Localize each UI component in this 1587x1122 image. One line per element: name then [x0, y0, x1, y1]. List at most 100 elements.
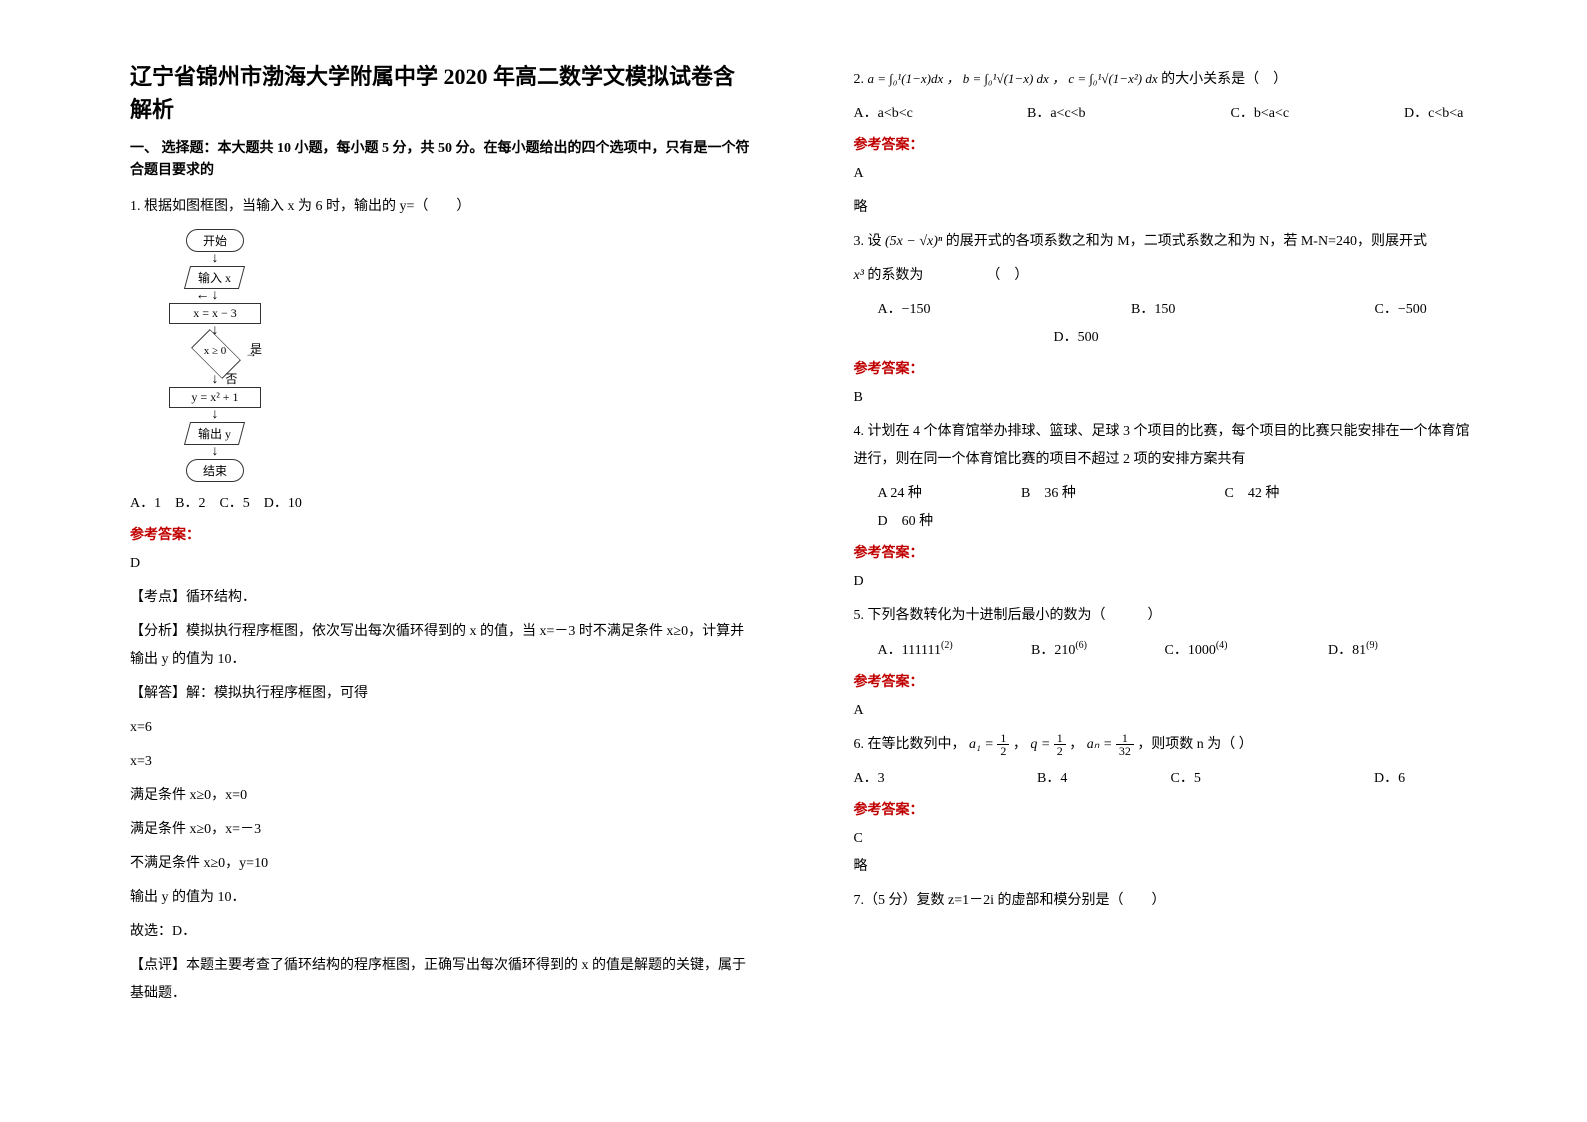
q5-choices: A．111111(2) B．210(6) C．1000(4) D．81(9): [854, 636, 1478, 665]
q3-tail: 的系数为 （ ）: [867, 268, 1028, 283]
q4-choices: A 24 种 B 36 种 C 42 种 D 60 种: [854, 480, 1478, 536]
fc-start: 开始: [186, 229, 244, 252]
q2-formula: a = ∫₀¹(1−x)dx ， b = ∫₀¹√(1−x) dx ， c = …: [868, 71, 1158, 86]
choice-c-text: C．1000: [1165, 637, 1216, 665]
answer-label: 参考答案：: [854, 799, 1478, 819]
choice-a: A 24 种: [878, 480, 1018, 508]
q2-tail: 的大小关系是（ ）: [1161, 72, 1287, 87]
frac-d: 32: [1116, 745, 1134, 757]
arrow-icon: ↓: [150, 408, 280, 422]
q3-stem: 3. 设 (5x − √x)ⁿ 的展开式的各项系数之和为 M，二项式系数之和为 …: [854, 228, 1478, 256]
q3-stem2: x³ 的系数为 （ ）: [854, 262, 1478, 290]
sup-b: (6): [1075, 640, 1087, 651]
q1-point: 【考点】循环结构．: [130, 584, 754, 612]
q5-answer: A: [854, 697, 1478, 725]
arrow-icon: ↓否: [150, 373, 280, 387]
answer-label: 参考答案：: [854, 671, 1478, 691]
choice-d: D 60 种: [878, 508, 934, 536]
fc-input-label: 输入 x: [198, 269, 231, 286]
q1-stem: 1. 根据如图框图，当输入 x 为 6 时，输出的 y=（ ）: [130, 193, 754, 221]
sup-a: (2): [941, 640, 953, 651]
q6-answer: C: [854, 825, 1478, 853]
q6-tail: ，则项数 n 为（ ）: [1137, 737, 1253, 752]
answer-label: 参考答案：: [130, 524, 754, 544]
choice-d: D．6: [1374, 765, 1405, 793]
fc-step1: x = x − 3: [169, 303, 261, 324]
fc-cond-label: x ≥ 0: [185, 345, 245, 357]
choice-a: A．111111(2): [878, 636, 1028, 665]
q1-analysis: 【分析】模拟执行程序框图，依次写出每次循环得到的 x 的值，当 x=－3 时不满…: [130, 618, 754, 674]
choice-d: D．500: [1054, 324, 1099, 352]
page: 辽宁省锦州市渤海大学附属中学 2020 年高二数学文模拟试卷含解析 一、 选择题…: [0, 0, 1587, 1122]
answer-label: 参考答案：: [854, 358, 1478, 378]
answer-label: 参考答案：: [854, 542, 1478, 562]
q6-f3: aₙ = 132: [1087, 737, 1138, 752]
choice-d-text: D．81: [1328, 637, 1366, 665]
fc-cond: x ≥ 0: [185, 338, 245, 368]
choice-b: B．a<c<b: [1027, 100, 1227, 128]
f1-label: a₁ =: [969, 737, 994, 752]
q3-mid: 的展开式的各项系数之和为 M，二项式系数之和为 N，若 M-N=240，则展开式: [946, 234, 1427, 249]
q3-choices-2: D．500: [854, 324, 1478, 352]
q1-flowchart: 开始 ↓ 输入 x ↓← x = x − 3 ↓ x ≥ 0 是 → ↓否 y …: [150, 229, 280, 482]
sup-c: (4): [1216, 640, 1228, 651]
choice-b: B．4: [1037, 765, 1167, 793]
choice-c: C．5: [1171, 765, 1371, 793]
q3-formula2: x³: [854, 268, 864, 283]
q2-note: 略: [854, 194, 1478, 222]
frac-d: 2: [997, 745, 1009, 757]
choice-c: C 42 种: [1225, 480, 1425, 508]
left-column: 辽宁省锦州市渤海大学附属中学 2020 年高二数学文模拟试卷含解析 一、 选择题…: [100, 60, 804, 1082]
fc-input: 输入 x: [184, 266, 245, 289]
fc-end: 结束: [186, 459, 244, 482]
q5-stem: 5. 下列各数转化为十进制后最小的数为（ ）: [854, 602, 1478, 630]
arrow-icon: ↓: [150, 445, 280, 459]
choice-b: B 36 种: [1021, 480, 1221, 508]
q1-line: x=3: [130, 748, 754, 776]
q1-line: x=6: [130, 714, 754, 742]
frac-n: 1: [1116, 732, 1134, 745]
fc-output-label: 输出 y: [198, 425, 231, 442]
frac-n: 1: [997, 732, 1009, 745]
fc-no-label: 否: [225, 373, 237, 385]
q2-choices: A．a<b<c B．a<c<b C．b<a<c D．c<b<a: [854, 100, 1478, 128]
right-column: 2. a = ∫₀¹(1−x)dx ， b = ∫₀¹√(1−x) dx ， c…: [804, 60, 1508, 1082]
q2-answer: A: [854, 160, 1478, 188]
choice-a: A．−150: [878, 296, 1128, 324]
arrow-icon: ↓←: [150, 289, 280, 303]
answer-label: 参考答案：: [854, 134, 1478, 154]
q1-line: 不满足条件 x≥0，y=10: [130, 850, 754, 878]
q1-line: 输出 y 的值为 10．: [130, 884, 754, 912]
f3-label: aₙ =: [1087, 737, 1113, 752]
section-1-heading: 一、 选择题：本大题共 10 小题，每小题 5 分，共 50 分。在每小题给出的…: [130, 138, 754, 183]
q6-f1: a₁ = 12: [969, 737, 1013, 752]
q6-num: 6. 在等比数列中，: [854, 737, 966, 752]
choice-b: B．150: [1131, 296, 1371, 324]
q2-stem: 2. a = ∫₀¹(1−x)dx ， b = ∫₀¹√(1−x) dx ， c…: [854, 66, 1478, 94]
q6-note: 略: [854, 853, 1478, 881]
choice-b: B．210(6): [1031, 636, 1161, 665]
fc-step2: y = x² + 1: [169, 387, 261, 408]
choice-a: A．3: [854, 765, 1034, 793]
q1-answer: D: [130, 550, 754, 578]
choice-c: C．−500: [1375, 296, 1427, 324]
q3-formula1: (5x − √x)ⁿ: [885, 234, 942, 249]
frac-d: 2: [1054, 745, 1066, 757]
q7-stem: 7.（5 分）复数 z=1－2i 的虚部和模分别是（ ）: [854, 887, 1478, 915]
arrow-icon: ↓: [150, 252, 280, 266]
q2-num: 2.: [854, 72, 868, 87]
choice-d: D．81(9): [1328, 636, 1378, 665]
q3-num: 3. 设: [854, 234, 886, 249]
arrow-icon: →: [245, 346, 257, 361]
q6-stem: 6. 在等比数列中， a₁ = 12 ， q = 12 ， aₙ = 132 ，…: [854, 731, 1478, 759]
paper-title: 辽宁省锦州市渤海大学附属中学 2020 年高二数学文模拟试卷含解析: [130, 60, 754, 126]
q1-line: 满足条件 x≥0，x=0: [130, 782, 754, 810]
choice-c: C．b<a<c: [1231, 100, 1401, 128]
q4-stem: 4. 计划在 4 个体育馆举办排球、篮球、足球 3 个项目的比赛，每个项目的比赛…: [854, 418, 1478, 474]
f2-label: q =: [1030, 737, 1050, 752]
sup-d: (9): [1366, 640, 1378, 651]
q4-answer: D: [854, 568, 1478, 596]
choice-a: A．a<b<c: [854, 100, 1024, 128]
q3-answer: B: [854, 384, 1478, 412]
choice-b-text: B．210: [1031, 637, 1075, 665]
